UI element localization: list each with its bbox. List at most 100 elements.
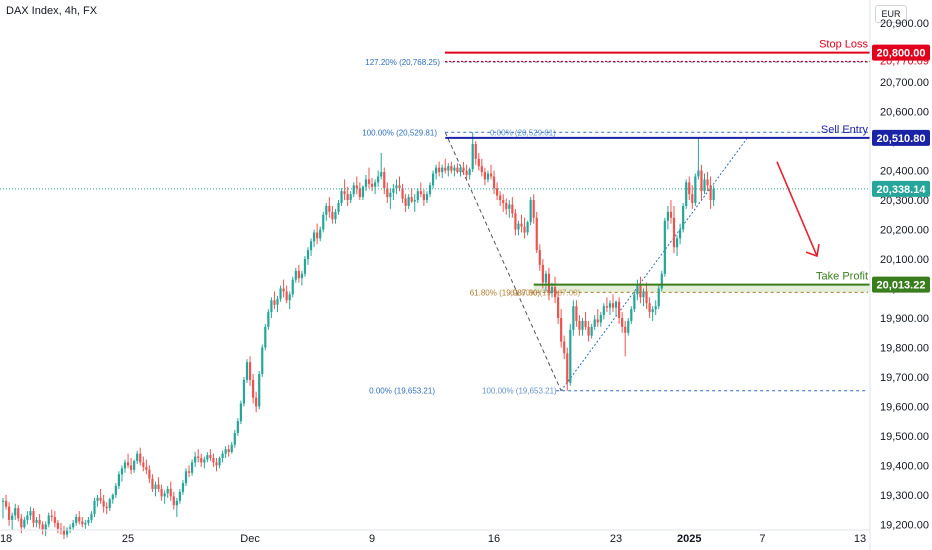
- candle: [78, 511, 81, 525]
- candle: [11, 512, 14, 531]
- candle-body: [215, 462, 218, 466]
- candle: [599, 312, 602, 327]
- candle-body: [508, 204, 511, 209]
- candle-body: [261, 347, 264, 375]
- candle: [563, 335, 566, 360]
- y-tick-label: 20,100.00: [880, 254, 929, 266]
- candle: [123, 459, 127, 473]
- y-tick-label: 19,400.00: [880, 460, 929, 472]
- candle: [322, 211, 325, 233]
- candle: [477, 152, 480, 171]
- candle: [502, 194, 505, 212]
- candle-body: [239, 403, 242, 422]
- candle-body: [599, 315, 602, 323]
- candle: [245, 359, 249, 383]
- candle-body: [197, 456, 200, 459]
- candle-body: [474, 144, 477, 159]
- stop-loss-price-tag: 20,800.00: [872, 44, 930, 61]
- down-arrow-icon: [776, 161, 820, 258]
- candle-body: [96, 497, 99, 501]
- candle-body: [471, 144, 474, 170]
- candle: [703, 173, 706, 195]
- candle: [209, 449, 212, 461]
- currency-selector[interactable]: EUR: [875, 5, 907, 23]
- candle: [47, 512, 50, 528]
- candlestick-series: [1, 132, 715, 540]
- candle: [163, 490, 166, 504]
- candle-body: [65, 528, 69, 535]
- candle-body: [14, 508, 17, 516]
- candle-body: [431, 173, 435, 186]
- fib-retrace-label: 61.80% (19,987.00): [510, 288, 581, 297]
- candle: [267, 309, 270, 330]
- y-tick-label: 19,800.00: [880, 342, 929, 354]
- candle-body: [44, 524, 47, 531]
- candle-body: [395, 185, 398, 189]
- candle: [212, 453, 215, 467]
- candle: [96, 494, 99, 507]
- candle-body: [200, 458, 203, 463]
- candle-body: [319, 229, 322, 239]
- candle-body: [245, 362, 249, 380]
- candle: [401, 183, 404, 204]
- candle-body: [102, 500, 105, 507]
- candle-body: [352, 185, 355, 195]
- candle: [255, 391, 258, 413]
- candle: [62, 525, 66, 540]
- candle-body: [547, 273, 551, 293]
- candle: [319, 226, 322, 242]
- candle: [416, 188, 419, 204]
- candle-body: [117, 474, 120, 487]
- candle: [389, 188, 392, 209]
- candle-body: [602, 306, 605, 316]
- candle-body: [575, 306, 578, 321]
- candle: [53, 511, 56, 528]
- candle-body: [358, 188, 361, 198]
- candle: [117, 471, 120, 489]
- svg-text:20,013.22: 20,013.22: [877, 280, 926, 292]
- x-tick-label: Dec: [240, 533, 260, 545]
- candle: [352, 182, 355, 198]
- candle: [602, 303, 605, 320]
- candle: [486, 170, 490, 183]
- candle: [187, 465, 191, 478]
- y-tick-label: 19,900.00: [880, 313, 929, 325]
- candle-body: [224, 449, 227, 454]
- y-tick-label: 20,700.00: [880, 77, 929, 89]
- candle: [218, 456, 221, 469]
- candle-body: [377, 176, 380, 183]
- candle: [651, 306, 654, 321]
- candle: [679, 223, 682, 245]
- candle-body: [255, 397, 258, 407]
- candle: [431, 170, 435, 189]
- candle-body: [218, 458, 221, 466]
- candle: [99, 488, 102, 504]
- chart-title: DAX Index, 4h, FX: [6, 5, 98, 17]
- candle: [587, 320, 590, 342]
- candle: [611, 294, 615, 313]
- candle-body: [29, 511, 32, 516]
- candle: [32, 508, 35, 528]
- candle-body: [489, 173, 493, 177]
- candle-body: [26, 515, 29, 520]
- candle: [87, 516, 90, 526]
- candle: [65, 527, 69, 538]
- candle: [340, 188, 343, 206]
- candle: [191, 459, 194, 476]
- candle-body: [544, 273, 547, 283]
- candle: [471, 132, 474, 173]
- y-tick-label: 19,700.00: [880, 372, 929, 384]
- candle: [169, 481, 172, 501]
- candle-body: [130, 465, 133, 470]
- candle-body: [514, 213, 517, 230]
- candle-body: [444, 167, 447, 171]
- candle-body: [209, 455, 212, 459]
- candle-body: [691, 194, 694, 204]
- candle-body: [136, 453, 139, 461]
- candle-body: [248, 362, 252, 380]
- candle: [517, 220, 520, 236]
- candle: [636, 279, 639, 301]
- candle-body: [679, 229, 682, 239]
- candle: [270, 297, 273, 318]
